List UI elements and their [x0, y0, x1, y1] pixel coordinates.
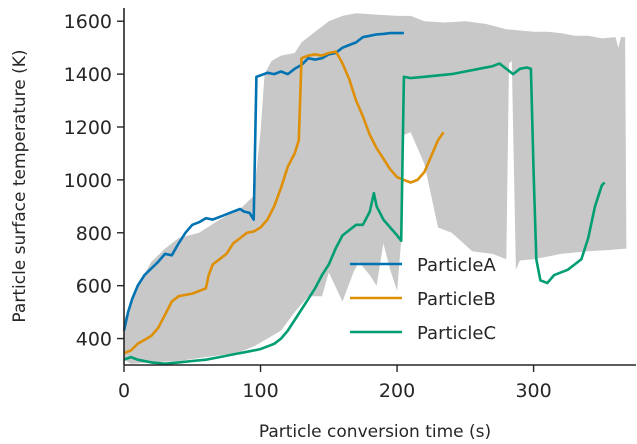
y-tick-label: 400: [76, 329, 112, 351]
y-axis-title: Particle surface temperature (K): [10, 49, 30, 322]
y-tick-label: 1200: [64, 117, 112, 139]
band-area: [124, 13, 627, 364]
y-tick-label: 600: [76, 276, 112, 298]
y-tick-label: 1600: [64, 11, 112, 33]
x-tick-label: 300: [515, 380, 551, 402]
confidence-band: [124, 13, 627, 364]
y-tick-label: 1400: [64, 64, 112, 86]
x-axis-title: Particle conversion time (s): [259, 422, 491, 442]
series-line-particleb: [123, 50, 445, 355]
series-lines: [122, 31, 606, 365]
series-line-particlea: [122, 31, 404, 331]
legend-label-particleb: ParticleB: [417, 289, 496, 310]
legend: ParticleA ParticleB ParticleC: [350, 255, 497, 344]
x-tick-label: 0: [118, 380, 130, 402]
legend-label-particlea: ParticleA: [417, 255, 497, 276]
legend-label-particlec: ParticleC: [417, 323, 496, 344]
x-tick-label: 100: [242, 380, 278, 402]
y-tick-label: 1000: [64, 170, 112, 192]
y-tick-label: 800: [76, 223, 112, 245]
axes: 0 100 200 300 400 600 800 1000 1200 1400 1600: [64, 8, 636, 402]
series-line-particlec: [123, 62, 606, 365]
x-tick-label: 200: [379, 380, 415, 402]
